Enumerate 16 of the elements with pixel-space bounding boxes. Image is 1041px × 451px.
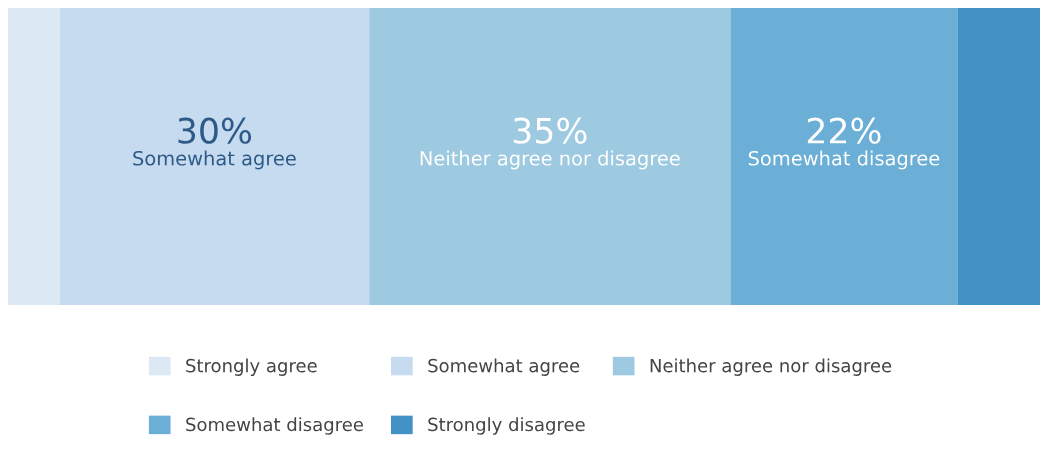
text: Somewhat disagree [748,150,940,170]
bar [8,8,60,305]
legend-label: Strongly disagree [428,417,585,435]
bar [59,8,370,305]
text: Somewhat agree [133,150,296,170]
data-label: 30% [178,117,252,144]
text: Neither agree nor disagree [420,150,680,170]
legend-label: Somewhat disagree [186,417,363,435]
bar [369,8,731,305]
data-label: 22% [807,117,881,144]
legend-label: Strongly agree [186,358,317,376]
bar [957,8,1040,305]
bar [730,8,958,305]
legend-label: Somewhat agree [428,358,580,376]
legend-label: Neither agree nor disagree [650,358,892,376]
data-label: 35% [513,117,587,144]
